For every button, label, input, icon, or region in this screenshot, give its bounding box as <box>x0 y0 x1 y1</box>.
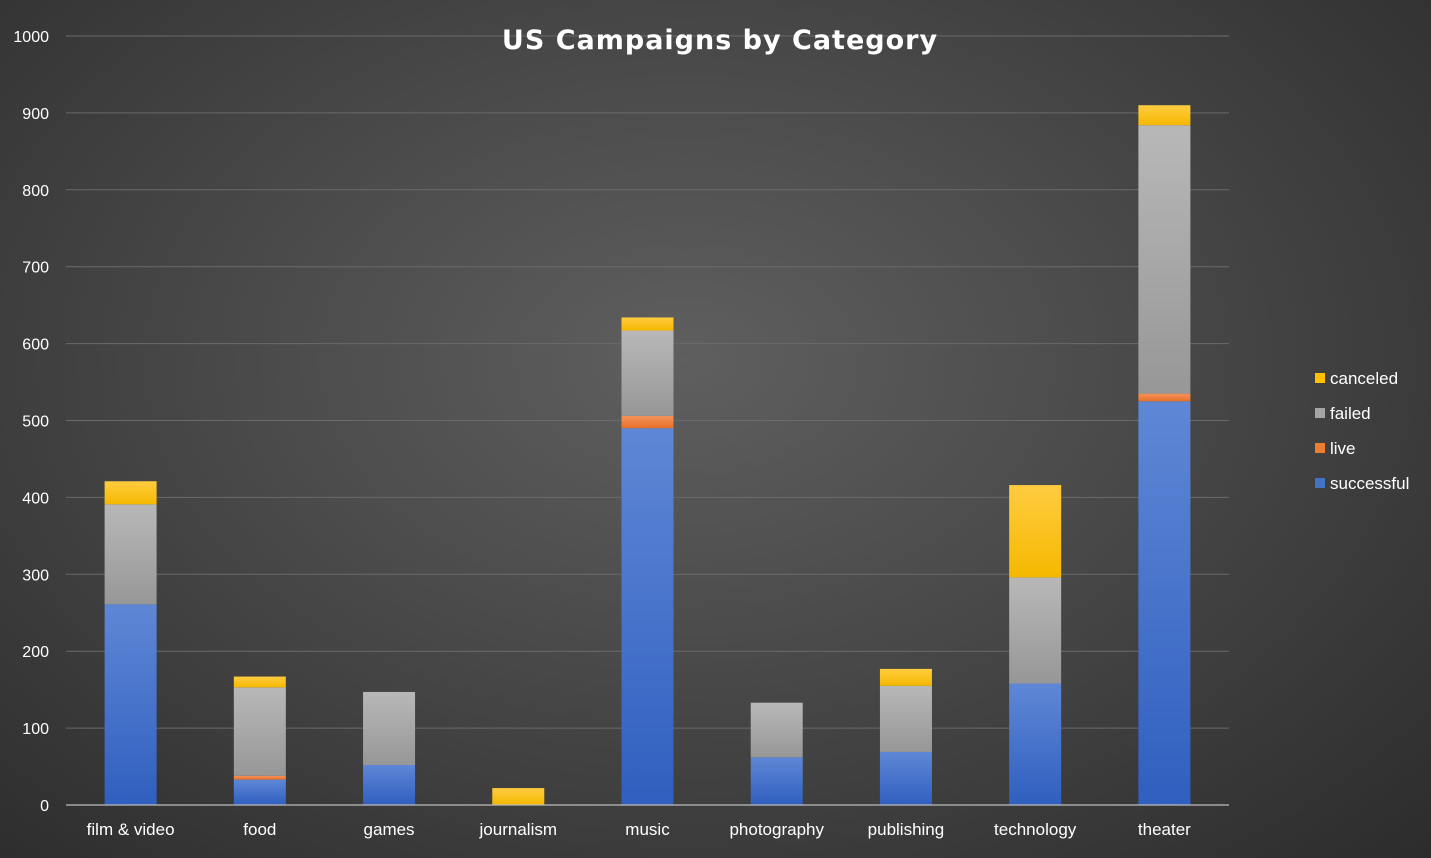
x-tick-label: journalism <box>479 820 557 839</box>
bar-stack <box>104 481 157 805</box>
bar-successful <box>104 604 157 805</box>
y-tick-label: 700 <box>22 260 49 277</box>
y-tick-label: 600 <box>22 337 49 354</box>
x-tick-label: music <box>625 820 670 839</box>
legend-item: live <box>1315 439 1356 458</box>
bar-stack <box>363 691 416 805</box>
bar-stack <box>750 702 803 805</box>
y-axis: 0 100 200 300 400 500 600 700 800 900 1000 <box>13 29 49 815</box>
bar-stack <box>492 788 545 805</box>
x-tick-label: technology <box>994 820 1077 839</box>
bar-canceled <box>879 668 932 686</box>
y-tick-label: 300 <box>22 567 49 584</box>
bar-stack <box>621 317 674 805</box>
y-tick-label: 1000 <box>13 29 49 46</box>
bar-failed <box>1009 577 1062 684</box>
legend-swatch <box>1315 443 1325 453</box>
legend-swatch <box>1315 373 1325 383</box>
bar-live <box>621 415 674 429</box>
bar-live <box>233 775 286 780</box>
legend-label: live <box>1330 439 1356 458</box>
legend: canceled failed live successful <box>1315 369 1409 493</box>
bar-successful <box>1009 683 1062 805</box>
legend-swatch <box>1315 408 1325 418</box>
bar-failed <box>363 691 416 766</box>
bar-canceled <box>621 317 674 331</box>
bar-stack <box>1138 105 1191 805</box>
legend-item: failed <box>1315 404 1371 423</box>
legend-item: successful <box>1315 474 1409 493</box>
bar-successful <box>233 779 286 805</box>
y-tick-label: 100 <box>22 721 49 738</box>
chart-title: US Campaigns by Category <box>502 25 938 56</box>
legend-label: successful <box>1330 474 1409 493</box>
bar-successful <box>621 428 674 805</box>
y-tick-label: 900 <box>22 106 49 123</box>
bar-canceled <box>492 788 545 805</box>
bars <box>104 105 1191 805</box>
bar-canceled <box>233 676 286 688</box>
y-tick-label: 500 <box>22 414 49 431</box>
y-tick-label: 400 <box>22 490 49 507</box>
bar-canceled <box>104 481 157 505</box>
bar-failed <box>1138 125 1191 394</box>
bar-canceled <box>1138 105 1191 126</box>
x-tick-label: film & video <box>87 820 175 839</box>
legend-label: failed <box>1330 404 1371 423</box>
x-tick-label: photography <box>729 820 824 839</box>
bar-canceled <box>1009 485 1062 578</box>
bar-failed <box>104 504 157 605</box>
bar-successful <box>363 765 416 805</box>
y-tick-label: 800 <box>22 183 49 200</box>
bar-stack <box>233 676 286 805</box>
bar-stack <box>879 668 932 805</box>
x-tick-label: theater <box>1138 820 1191 839</box>
x-tick-label: games <box>364 820 415 839</box>
legend-item: canceled <box>1315 369 1398 388</box>
y-tick-label: 200 <box>22 644 49 661</box>
x-tick-label: food <box>243 820 276 839</box>
bar-failed <box>233 687 286 776</box>
bar-successful <box>1138 401 1191 805</box>
bar-failed <box>750 702 803 758</box>
bar-failed <box>879 685 932 752</box>
bar-failed <box>621 330 674 416</box>
legend-label: canceled <box>1330 369 1398 388</box>
x-tick-label: publishing <box>868 820 945 839</box>
x-axis: film & video food games journalism music phot… <box>66 804 1229 839</box>
bar-stack <box>1009 485 1062 805</box>
y-tick-label: 0 <box>40 798 49 815</box>
bar-successful <box>879 751 932 805</box>
bar-live <box>1138 393 1191 402</box>
bar-successful <box>750 757 803 805</box>
legend-swatch <box>1315 478 1325 488</box>
